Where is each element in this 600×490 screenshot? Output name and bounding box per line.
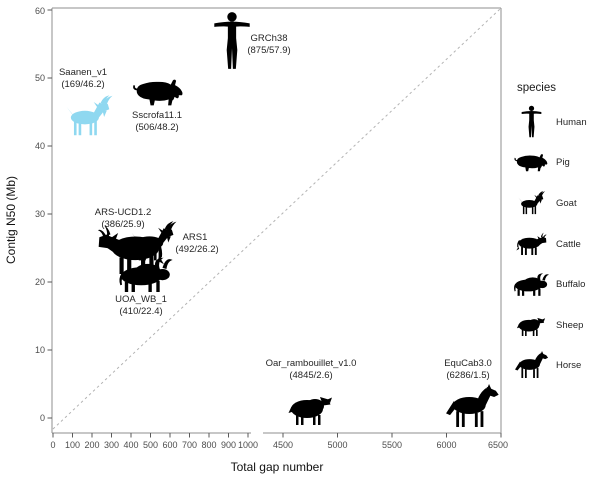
horse-icon xyxy=(446,384,499,427)
x-tick-label: 5500 xyxy=(382,440,402,450)
point-label: EquCab3.0 xyxy=(444,358,492,369)
human-icon xyxy=(521,105,542,138)
point-value-label: (4845/2.6) xyxy=(289,370,332,381)
x-axis-ticks-right xyxy=(282,433,502,438)
legend-item-pig: Pig xyxy=(514,154,570,172)
legend-item-buffalo: Buffalo xyxy=(513,273,585,296)
x-tick-label: 800 xyxy=(201,440,216,450)
x-axis-tick-labels-left: 0 100 200 300 400 500 600 700 800 900 10… xyxy=(50,440,258,450)
point-value-label: (410/22.4) xyxy=(119,306,162,317)
x-tick-label: 600 xyxy=(162,440,177,450)
y-tick-label: 50 xyxy=(35,73,45,83)
point-label: UOA_WB_1 xyxy=(115,294,167,305)
point-value-label: (6286/1.5) xyxy=(446,370,489,381)
pig-icon xyxy=(514,154,548,172)
x-tick-label: 500 xyxy=(143,440,158,450)
y-tick-label: 10 xyxy=(35,345,45,355)
cattle-icon xyxy=(516,232,547,255)
legend-item-human: Human xyxy=(521,105,587,138)
legend: species Human Pig Goat Cattle Buffalo Sh… xyxy=(513,82,587,378)
x-axis-tick-labels-right: 4500 5000 5500 6000 6500 xyxy=(273,440,508,450)
human-icon xyxy=(214,12,250,69)
y-tick-label: 40 xyxy=(35,141,45,151)
point-label: ARS-UCD1.2 xyxy=(95,207,152,218)
x-tick-label: 400 xyxy=(123,440,138,450)
x-tick-label: 200 xyxy=(84,440,99,450)
x-tick-label: 1000 xyxy=(238,440,258,450)
x-tick-label: 6000 xyxy=(436,440,456,450)
data-point-grch38: GRCh38 (875/57.9) xyxy=(214,12,291,69)
y-axis-tick-labels: 0 10 20 30 40 50 60 xyxy=(35,6,45,423)
point-value-label: (875/57.9) xyxy=(247,45,290,56)
point-label: GRCh38 xyxy=(251,33,288,44)
point-value-label: (492/26.2) xyxy=(175,244,218,255)
y-axis-ticks xyxy=(47,9,52,419)
point-value-label: (386/25.9) xyxy=(101,219,144,230)
legend-item-cattle: Cattle xyxy=(516,232,581,255)
point-label: Oar_rambouillet_v1.0 xyxy=(266,358,357,369)
x-tick-label: 5000 xyxy=(327,440,347,450)
legend-label: Buffalo xyxy=(556,279,585,290)
legend-label: Goat xyxy=(556,198,577,209)
sheep-icon xyxy=(288,397,332,425)
pig-icon xyxy=(133,79,183,106)
y-tick-label: 20 xyxy=(35,277,45,287)
x-tick-label: 6500 xyxy=(488,440,508,450)
data-point-ars1: ARS1 (492/26.2) xyxy=(131,221,219,261)
point-label: Saanen_v1 xyxy=(59,67,107,78)
y-axis-title: Contig N50 (Mb) xyxy=(4,176,18,264)
point-value-label: (506/48.2) xyxy=(135,122,178,133)
data-point-equcab3-0: EquCab3.0 (6286/1.5) xyxy=(444,358,499,427)
x-axis-ticks-left xyxy=(52,433,249,438)
legend-item-horse: Horse xyxy=(515,351,581,378)
plot-panel-border xyxy=(51,7,502,434)
legend-item-sheep: Sheep xyxy=(516,317,583,336)
data-point-uoa-wb-1: UOA_WB_1 (410/22.4) xyxy=(115,257,173,317)
horse-icon xyxy=(515,351,549,378)
legend-label: Human xyxy=(556,117,587,128)
y-tick-label: 30 xyxy=(35,209,45,219)
data-point-ars-ucd1-2: ARS-UCD1.2 (386/25.9) xyxy=(95,207,164,274)
point-value-label: (169/46.2) xyxy=(61,79,104,90)
legend-label: Sheep xyxy=(556,320,583,331)
x-tick-label: 4500 xyxy=(273,440,293,450)
x-tick-label: 100 xyxy=(65,440,80,450)
x-tick-label: 900 xyxy=(221,440,236,450)
goat-icon xyxy=(66,95,113,136)
x-tick-label: 700 xyxy=(182,440,197,450)
y-tick-label: 0 xyxy=(40,413,45,423)
x-tick-label: 0 xyxy=(50,440,55,450)
data-point-oar-rambouillet: Oar_rambouillet_v1.0 (4845/2.6) xyxy=(266,358,357,425)
legend-label: Pig xyxy=(556,157,570,168)
y-tick-label: 60 xyxy=(35,6,45,16)
legend-title: species xyxy=(517,82,556,94)
data-point-sscrofa11-1: Sscrofa11.1 (506/48.2) xyxy=(132,79,183,133)
sheep-icon xyxy=(516,317,546,336)
legend-label: Horse xyxy=(556,360,581,371)
legend-label: Cattle xyxy=(556,239,581,250)
point-label: ARS1 xyxy=(183,232,208,243)
point-label: Sscrofa11.1 xyxy=(132,110,182,121)
goat-icon xyxy=(518,191,546,215)
data-point-saanen-v1: Saanen_v1 (169/46.2) xyxy=(59,67,113,136)
legend-item-goat: Goat xyxy=(518,191,577,215)
x-tick-label: 300 xyxy=(104,440,119,450)
buffalo-icon xyxy=(513,273,549,296)
x-axis-title: Total gap number xyxy=(231,460,324,474)
